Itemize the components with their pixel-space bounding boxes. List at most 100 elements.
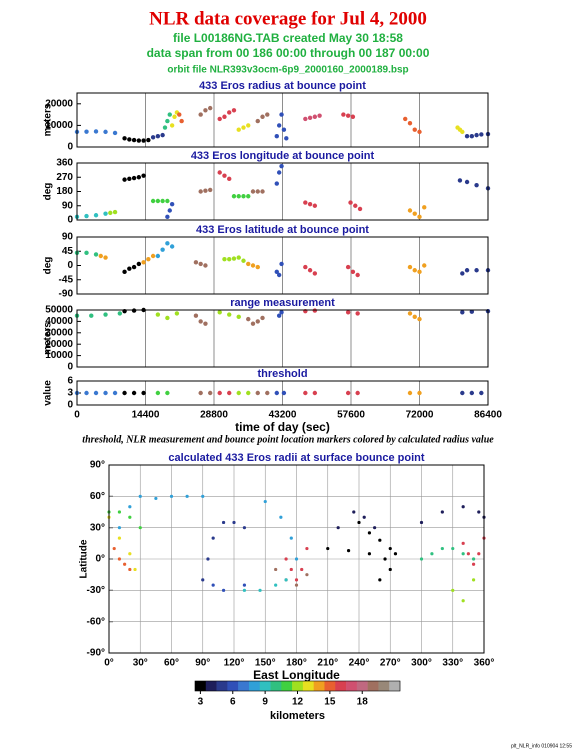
point bbox=[378, 538, 382, 542]
point bbox=[207, 105, 213, 111]
colorbar-swatch bbox=[378, 681, 390, 691]
point bbox=[471, 578, 476, 582]
x-tick-label: 300° bbox=[411, 658, 432, 669]
colorbar-tick-label: 6 bbox=[230, 697, 236, 708]
point bbox=[474, 132, 479, 138]
y-tick-label: 180 bbox=[56, 186, 73, 197]
point bbox=[117, 311, 123, 316]
point bbox=[345, 113, 351, 118]
point bbox=[348, 200, 353, 205]
point bbox=[312, 114, 318, 119]
point bbox=[136, 175, 142, 180]
colorbar-swatch bbox=[324, 681, 336, 691]
point bbox=[112, 546, 116, 551]
point bbox=[479, 390, 484, 396]
point bbox=[345, 310, 351, 315]
point bbox=[284, 136, 289, 141]
point bbox=[93, 129, 99, 134]
point bbox=[246, 390, 251, 396]
point bbox=[378, 578, 382, 582]
point bbox=[98, 253, 103, 259]
point bbox=[294, 583, 299, 587]
point bbox=[383, 557, 387, 561]
y-axis-label: Latitude bbox=[79, 539, 90, 578]
point bbox=[294, 578, 299, 582]
y-tick-label: 30000 bbox=[45, 327, 73, 338]
point bbox=[246, 316, 251, 322]
point bbox=[407, 311, 413, 316]
point bbox=[241, 194, 246, 199]
point bbox=[289, 536, 293, 540]
x-tick-label: 0° bbox=[104, 658, 114, 669]
y-tick-label: 6 bbox=[67, 376, 73, 387]
point bbox=[255, 390, 260, 396]
y-tick-label: 0 bbox=[67, 215, 73, 226]
point bbox=[477, 510, 481, 514]
colorbar-swatch bbox=[367, 681, 379, 691]
point bbox=[127, 176, 132, 182]
x-tick-label: 210° bbox=[317, 658, 338, 669]
point bbox=[201, 494, 205, 498]
point bbox=[174, 311, 180, 316]
point bbox=[179, 118, 184, 124]
point bbox=[276, 123, 282, 128]
point bbox=[460, 390, 465, 396]
point bbox=[138, 526, 142, 530]
point bbox=[346, 549, 351, 553]
y-axis-label: deg bbox=[43, 183, 54, 201]
point bbox=[122, 269, 127, 275]
point bbox=[198, 319, 203, 324]
panel-title: range measurement bbox=[230, 297, 335, 309]
point bbox=[422, 205, 427, 210]
point bbox=[155, 198, 161, 204]
subtitle: data span from 00 186 00:00 through 00 1… bbox=[147, 46, 430, 60]
point bbox=[227, 110, 232, 115]
point bbox=[112, 209, 118, 215]
colorbar-tick-label: 9 bbox=[262, 697, 268, 708]
y-tick-label: 0 bbox=[67, 362, 73, 373]
y-tick-label: -45 bbox=[59, 274, 74, 285]
x-axis-label: time of day (sec) bbox=[235, 420, 330, 434]
point bbox=[469, 134, 475, 139]
point bbox=[150, 198, 156, 204]
point bbox=[146, 137, 151, 143]
point bbox=[117, 536, 122, 540]
point bbox=[367, 552, 372, 556]
point bbox=[84, 390, 89, 396]
point bbox=[127, 266, 132, 271]
y-tick-label: 40000 bbox=[45, 316, 73, 327]
x-tick-label: 30° bbox=[133, 658, 148, 669]
subtitle: orbit file NLR393v3ocm-6p9_2000160_20001… bbox=[167, 65, 408, 76]
point bbox=[250, 189, 256, 194]
point bbox=[279, 515, 283, 519]
x-tick-label: 360° bbox=[474, 658, 495, 669]
point bbox=[131, 175, 137, 181]
point bbox=[312, 390, 318, 396]
panel-title: calculated 433 Eros radii at surface bou… bbox=[168, 452, 424, 464]
point bbox=[222, 173, 227, 178]
point bbox=[221, 588, 226, 592]
point bbox=[412, 127, 417, 132]
point bbox=[362, 515, 366, 519]
x-tick-label: 0 bbox=[74, 410, 80, 421]
point bbox=[246, 261, 251, 267]
point bbox=[255, 189, 260, 194]
point bbox=[265, 390, 270, 396]
point bbox=[469, 390, 475, 396]
point bbox=[141, 260, 146, 265]
colorbar-swatch bbox=[195, 681, 207, 691]
point bbox=[172, 114, 177, 119]
point bbox=[217, 310, 222, 315]
point bbox=[93, 213, 99, 218]
point bbox=[357, 520, 361, 525]
point bbox=[388, 567, 392, 572]
colorbar-swatch bbox=[302, 681, 314, 691]
colorbar-swatch bbox=[281, 681, 293, 691]
y-tick-label: 10000 bbox=[45, 120, 73, 131]
point bbox=[165, 198, 170, 204]
point bbox=[412, 268, 417, 273]
y-axis-label: meters bbox=[43, 322, 54, 355]
point bbox=[84, 250, 89, 256]
point bbox=[312, 203, 318, 208]
colorbar-tick-label: 3 bbox=[198, 697, 204, 708]
